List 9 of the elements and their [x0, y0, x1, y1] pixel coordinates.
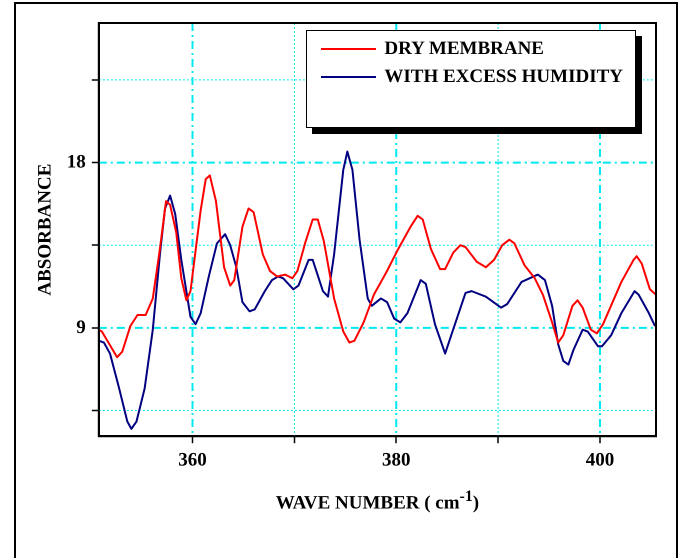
- legend-label: WITH EXCESS HUMIDITY: [384, 66, 623, 88]
- x-tick-label: 380: [382, 450, 410, 471]
- y-tick-label: 18: [66, 151, 86, 172]
- x-tick-label: 400: [586, 450, 614, 471]
- y-axis-title: ABSORBANCE: [34, 164, 56, 296]
- legend-label: DRY MEMBRANE: [384, 38, 544, 60]
- x-axis-title: WAVE NUMBER ( cm$^{-1}$): [276, 488, 480, 515]
- y-tick-label: 9: [76, 316, 86, 338]
- x-tick-label: 360: [178, 450, 207, 471]
